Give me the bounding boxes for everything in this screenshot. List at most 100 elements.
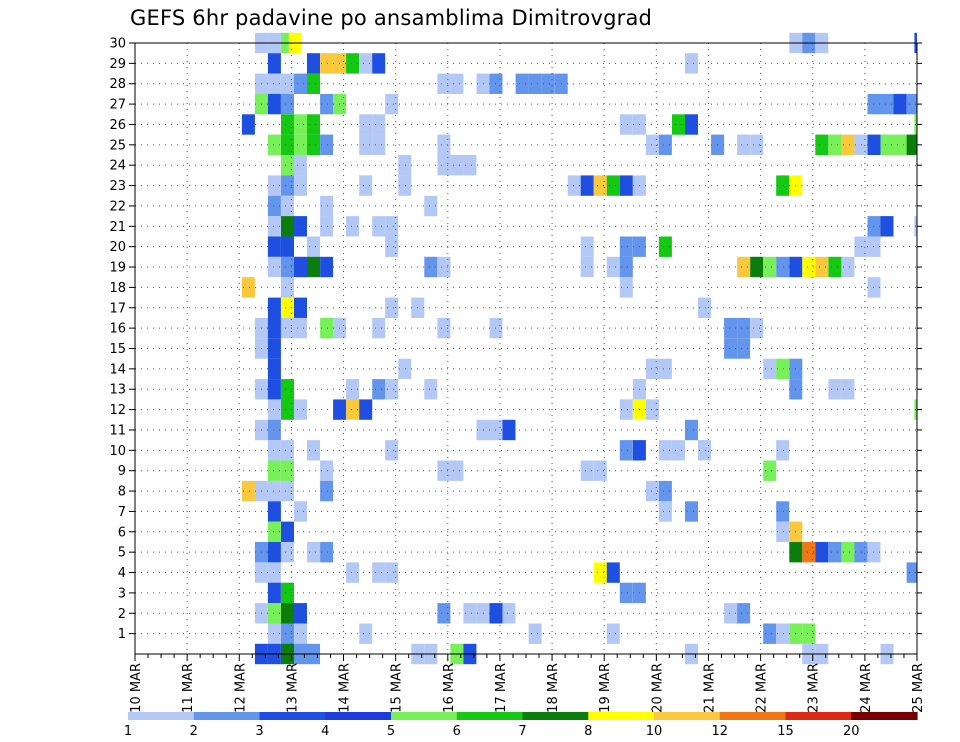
colorbar-segment xyxy=(391,712,458,720)
y-tick-label: 9 xyxy=(118,464,126,479)
heatmap-cell xyxy=(437,256,451,278)
heatmap-cell xyxy=(541,73,555,94)
heatmap-cell xyxy=(320,216,334,237)
heatmap-cell xyxy=(619,114,633,135)
heatmap-cell xyxy=(267,134,281,155)
heatmap-cell xyxy=(580,236,594,257)
heatmap-cell xyxy=(437,134,451,155)
heatmap-cell xyxy=(267,562,281,583)
heatmap-cell xyxy=(593,562,607,583)
heatmap-cell xyxy=(515,73,529,94)
heatmap-cell xyxy=(398,358,412,380)
heatmap-cell xyxy=(437,73,451,94)
heatmap-cell xyxy=(658,501,672,522)
heatmap-cell xyxy=(906,562,917,583)
heatmap-cell xyxy=(307,256,320,278)
heatmap-cell xyxy=(398,155,412,176)
x-tick-label: 16 MAR xyxy=(442,663,457,713)
heatmap-cell xyxy=(737,256,751,278)
heatmap-cell xyxy=(580,175,594,196)
heatmap-cell xyxy=(359,134,373,155)
heatmap-cell xyxy=(281,542,294,563)
heatmap-cell xyxy=(267,317,281,339)
heatmap-cell xyxy=(385,440,399,461)
y-tick-label: 30 xyxy=(109,37,126,52)
heatmap-cell xyxy=(763,623,777,644)
y-tick-label: 3 xyxy=(118,586,126,601)
heatmap-cell xyxy=(372,317,386,339)
colorbar-segment xyxy=(719,712,787,720)
heatmap-cell xyxy=(281,440,294,461)
heatmap-cell xyxy=(281,603,294,624)
colorbar-label: 15 xyxy=(777,724,794,739)
heatmap-cell xyxy=(645,480,659,502)
heatmap-cell xyxy=(267,53,281,74)
heatmap-cell xyxy=(267,460,281,481)
heatmap-cell xyxy=(294,134,307,155)
heatmap-cell xyxy=(281,216,294,237)
heatmap-cell xyxy=(281,195,294,217)
heatmap-cell xyxy=(294,175,307,196)
heatmap-cell xyxy=(281,399,294,420)
colorbar-segment xyxy=(851,712,918,720)
heatmap-cell xyxy=(606,175,620,196)
heatmap-cell xyxy=(424,379,438,400)
heatmap-cell xyxy=(320,93,334,115)
heatmap-cell xyxy=(763,358,777,380)
heatmap-cell xyxy=(267,216,281,237)
y-tick-label: 16 xyxy=(109,322,126,337)
heatmap-cells xyxy=(241,32,917,665)
heatmap-cell xyxy=(241,480,255,502)
x-tick-label: 10 MAR xyxy=(129,663,144,713)
heatmap-cell xyxy=(685,501,698,522)
y-tick-label: 22 xyxy=(109,199,126,214)
x-axis: 10 MAR 11 MAR 12 MAR 13 MAR 14 MAR 15 MAR 16 M… xyxy=(129,654,926,713)
x-tick-label: 12 MAR xyxy=(233,663,248,713)
heatmap-cell xyxy=(320,460,334,481)
heatmap-cell xyxy=(776,256,790,278)
heatmap-cell xyxy=(880,134,894,155)
colorbar-segment xyxy=(259,712,326,720)
heatmap-cell xyxy=(685,419,698,441)
heatmap-cell xyxy=(750,256,764,278)
colorbar-segment xyxy=(654,712,721,720)
heatmap-cell xyxy=(724,603,738,624)
colorbar-segment xyxy=(588,712,655,720)
colorbar-label: 2 xyxy=(190,724,198,739)
heatmap-cell xyxy=(294,317,307,339)
heatmap-cell xyxy=(463,603,477,624)
heatmap-cell xyxy=(385,379,399,400)
heatmap-cell xyxy=(763,460,777,481)
heatmap-cell xyxy=(450,460,464,481)
heatmap-cell xyxy=(320,53,334,74)
heatmap-cell xyxy=(906,93,917,115)
heatmap-cell xyxy=(802,542,816,563)
heatmap-cell xyxy=(854,236,868,257)
heatmap-cell xyxy=(294,623,307,644)
heatmap-cell xyxy=(645,134,659,155)
x-tick-label: 20 MAR xyxy=(650,663,665,713)
heatmap-cell xyxy=(372,53,386,74)
heatmap-cell xyxy=(281,236,294,257)
colorbar-label: 4 xyxy=(321,724,329,739)
heatmap-cell xyxy=(776,358,790,380)
x-tick-label: 22 MAR xyxy=(755,663,770,713)
colorbar-segment xyxy=(785,712,852,720)
chart-title: GEFS 6hr padavine po ansamblima Dimitrov… xyxy=(130,6,653,30)
heatmap-cell xyxy=(776,623,790,644)
heatmap-cell xyxy=(346,562,360,583)
heatmap-cell xyxy=(267,521,281,542)
heatmap-cell xyxy=(346,379,360,400)
colorbar-label: 7 xyxy=(518,724,526,739)
heatmap-cell xyxy=(737,317,751,339)
heatmap-cell xyxy=(281,93,294,115)
heatmap-cell xyxy=(267,480,281,502)
heatmap-cell xyxy=(841,256,855,278)
heatmap-cell xyxy=(281,114,294,135)
heatmap-cell xyxy=(619,175,633,196)
heatmap-cell xyxy=(294,155,307,176)
heatmap-cell xyxy=(320,317,334,339)
colorbar-segment xyxy=(128,712,195,720)
heatmap-cell xyxy=(437,317,451,339)
